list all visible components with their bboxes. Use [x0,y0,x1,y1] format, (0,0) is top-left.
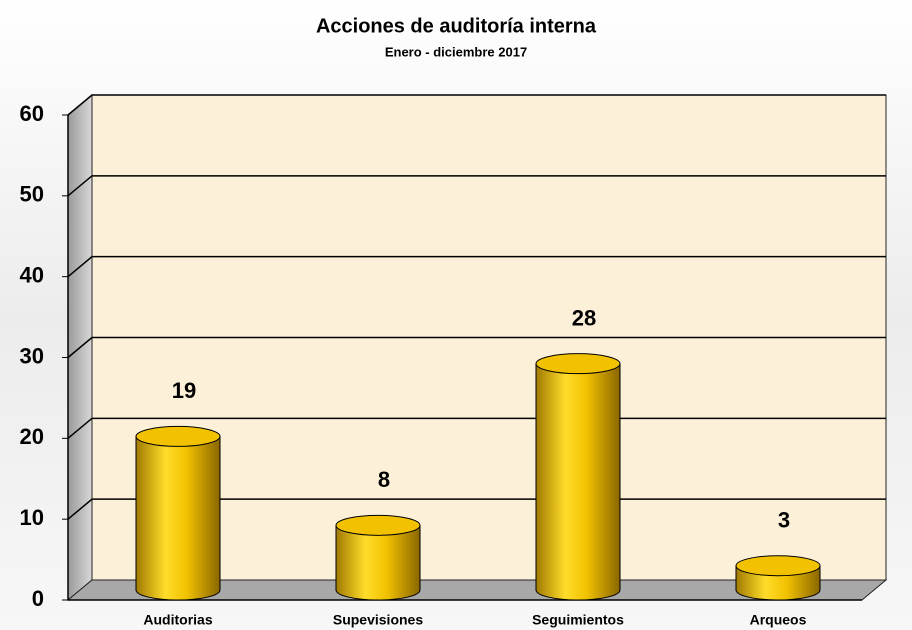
value-label: 8 [378,467,390,492]
y-tick-label: 0 [32,586,44,611]
grid-line [67,94,886,116]
y-tick-label: 30 [20,343,44,368]
bar [535,363,621,601]
bar [135,435,221,601]
y-tick-label: 20 [20,424,44,449]
grid-line [67,417,886,439]
grid-line [67,255,886,278]
y-tick-label: 50 [20,182,44,207]
value-label: 3 [778,508,790,533]
x-tick-label: Supevisiones [333,612,423,628]
x-tick-label: Auditorias [143,612,212,628]
x-tick-label: Seguimientos [532,612,624,628]
grid-line [67,498,886,520]
chart-subtitle: Enero - diciembre 2017 [385,44,527,59]
value-label: 19 [172,378,196,403]
y-tick-label: 10 [20,505,44,530]
grid-line [67,175,886,197]
bar-top [735,555,821,577]
chart-title: Acciones de auditoría interna [316,15,597,37]
bar-top [335,514,421,536]
bar-top [535,353,621,375]
x-tick-label: Arqueos [750,612,807,628]
bar [335,524,421,601]
y-tick-label: 60 [20,101,44,126]
bar-top [135,425,221,447]
grid-line [67,336,886,359]
y-tick-label: 40 [20,262,44,287]
value-label: 28 [572,305,596,330]
